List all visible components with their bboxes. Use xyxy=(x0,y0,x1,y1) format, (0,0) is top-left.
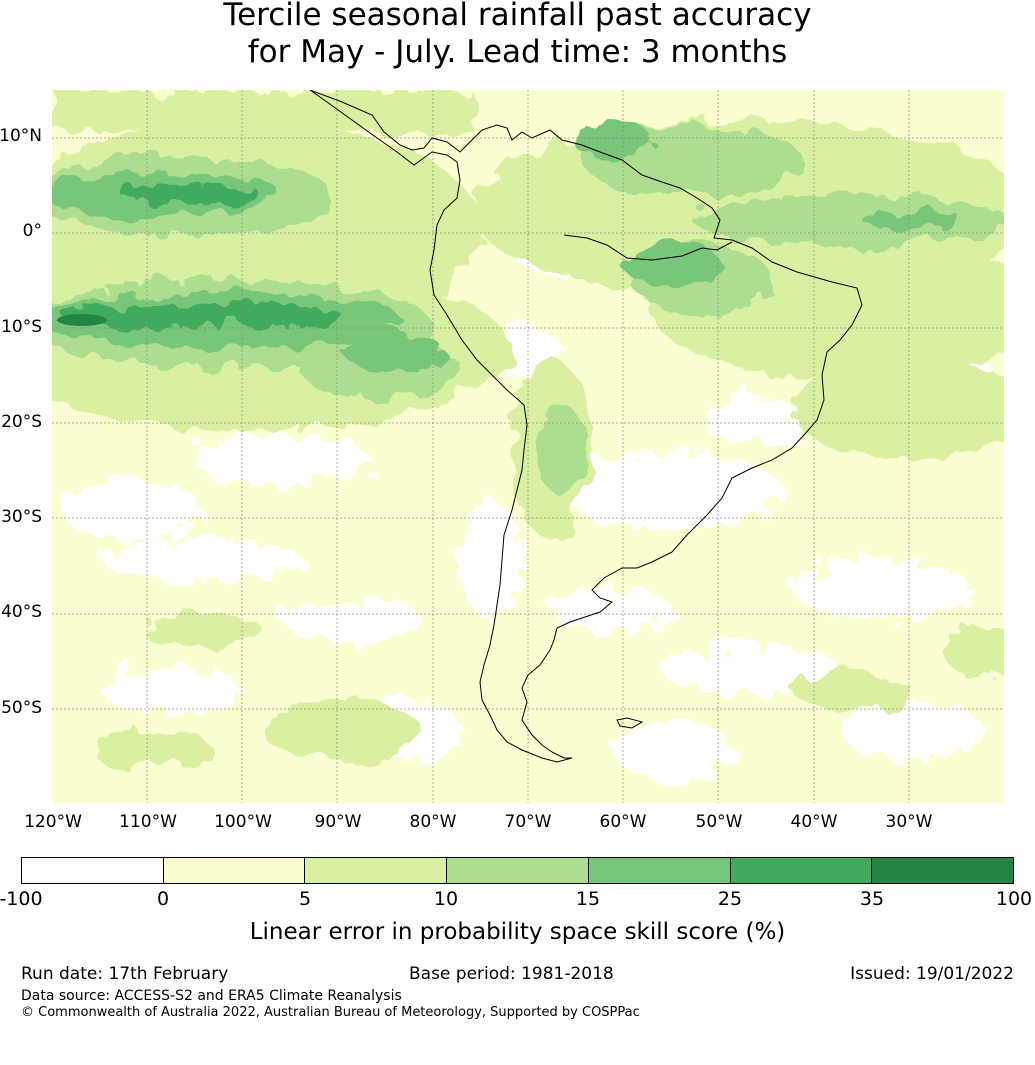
lon-label-110w: 110°W xyxy=(119,812,177,832)
falkland-islands xyxy=(616,717,644,729)
south-america-coastline xyxy=(309,90,863,763)
lon-label-80w: 80°W xyxy=(409,812,457,832)
lat-label-10s: 10°S xyxy=(1,317,42,337)
lat-label-50s: 50°S xyxy=(1,698,42,718)
lon-label-50w: 50°W xyxy=(695,812,743,832)
issued-date: Issued: 19/01/2022 xyxy=(850,964,1014,984)
skill-band-35-100 xyxy=(57,314,107,326)
rainfall-skill-map xyxy=(52,90,1004,803)
colorbar-tick: 35 xyxy=(859,888,885,910)
skill-band-25-35 xyxy=(62,185,342,327)
colorbar-segment xyxy=(872,858,1014,883)
run-date: Run date: 17th February xyxy=(21,964,229,984)
lon-label-100w: 100°W xyxy=(214,812,272,832)
colorbar-segment xyxy=(163,858,306,883)
lat-label-20s: 20°S xyxy=(1,412,42,432)
colorbar-tick: 5 xyxy=(298,888,312,910)
map-title-line-1: Tercile seasonal rainfall past accuracy xyxy=(223,0,812,33)
colorbar-tick: 25 xyxy=(717,888,743,910)
colorbar-segment xyxy=(22,858,164,883)
lat-label-10n: 10°N xyxy=(0,126,42,146)
lon-label-120w: 120°W xyxy=(24,812,82,832)
map-title-line-2: for May - July. Lead time: 3 months xyxy=(247,34,788,70)
colorbar-segment xyxy=(588,858,731,883)
colorbar-tick: 100 xyxy=(995,888,1033,910)
colorbar-tick: -100 xyxy=(0,888,43,910)
colorbar-segment xyxy=(305,858,448,883)
lon-label-30w: 30°W xyxy=(885,812,933,832)
colorbar-segment xyxy=(730,858,873,883)
map-canvas xyxy=(52,90,1004,803)
lat-label-30s: 30°S xyxy=(1,507,42,527)
colorbar-label: Linear error in probability space skill … xyxy=(249,919,786,945)
lat-label-0: 0° xyxy=(22,221,42,241)
colorbar-tick: 15 xyxy=(575,888,601,910)
colorbar xyxy=(21,857,1014,884)
lon-label-60w: 60°W xyxy=(599,812,647,832)
colorbar-segment xyxy=(447,858,589,883)
amazon-river xyxy=(563,234,733,261)
colorbar-tick: 10 xyxy=(433,888,459,910)
data-source: Data source: ACCESS-S2 and ERA5 Climate … xyxy=(21,988,402,1004)
lon-label-70w: 70°W xyxy=(504,812,552,832)
base-period: Base period: 1981-2018 xyxy=(409,964,614,984)
colorbar-tick: 0 xyxy=(156,888,170,910)
copyright-notice: © Commonwealth of Australia 2022, Austra… xyxy=(21,1005,640,1020)
map-gridlines xyxy=(52,90,1004,803)
lat-label-40s: 40°S xyxy=(1,602,42,622)
lon-label-90w: 90°W xyxy=(314,812,362,832)
lon-label-40w: 40°W xyxy=(790,812,838,832)
